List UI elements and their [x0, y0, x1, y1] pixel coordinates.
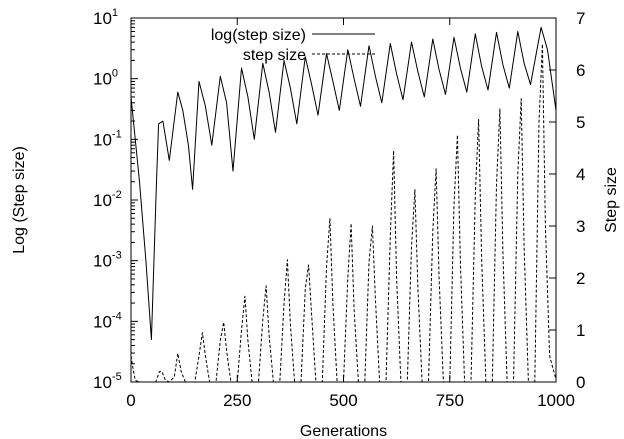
- y-right-tick-label: 7: [576, 9, 585, 28]
- y-right-tick-label: 2: [576, 269, 585, 288]
- axes: [130, 17, 557, 383]
- legend-label-0: log(step size): [211, 27, 306, 44]
- series-line-1: [130, 43, 557, 383]
- x-tick-label: 250: [223, 391, 251, 410]
- y-left-tick-label: 10-2: [93, 189, 122, 210]
- y-right-tick-label: 4: [576, 165, 585, 184]
- y-right-tick-label: 6: [576, 61, 585, 80]
- y-axis-right-title: Step size: [603, 167, 620, 233]
- x-tick-label: 0: [126, 391, 135, 410]
- x-tick-label: 500: [329, 391, 357, 410]
- series-line-0: [130, 26, 557, 341]
- y-left-tick-label: 101: [93, 7, 118, 28]
- y-axis-left-title: Log (Step size): [11, 146, 28, 254]
- y-left-tick-label: 100: [93, 68, 118, 89]
- plot-frame: [130, 17, 557, 383]
- legend-label-1: step size: [243, 47, 306, 64]
- y-right-tick-label: 1: [576, 321, 585, 340]
- y-left-tick-label: 10-1: [93, 128, 122, 149]
- y-left-tick-label: 10-5: [93, 371, 122, 392]
- y-right-tick-label: 5: [576, 113, 585, 132]
- x-tick-label: 1000: [537, 391, 575, 410]
- y-right-tick-label: 0: [576, 373, 585, 392]
- y-left-tick-label: 10-4: [93, 310, 122, 331]
- ticks: 0 250 500 750 100010110010-110-210-310-410-5…: [93, 7, 585, 410]
- y-right-tick-label: 3: [576, 217, 585, 236]
- legend: log(step size) step size: [211, 27, 375, 64]
- x-tick-label: 750: [436, 391, 464, 410]
- x-axis-title: Generations: [300, 423, 387, 439]
- y-left-tick-label: 10-3: [93, 250, 122, 271]
- series-layer: [130, 26, 557, 383]
